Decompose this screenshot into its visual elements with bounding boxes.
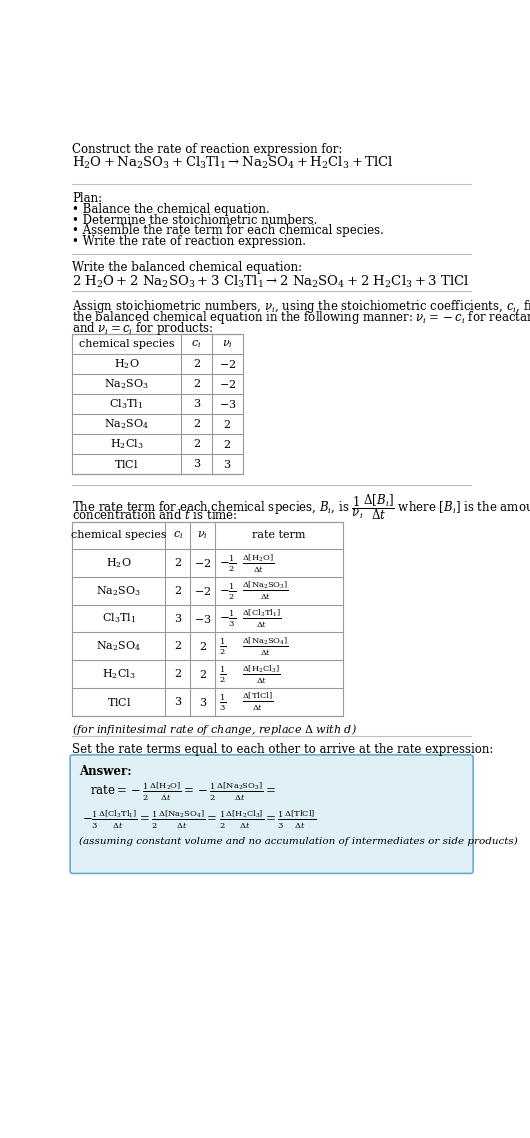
Text: 3: 3 xyxy=(193,459,200,469)
Text: $\frac{\Delta[\mathrm{Na_2SO_3}]}{\Delta t}$: $\frac{\Delta[\mathrm{Na_2SO_3}]}{\Delta… xyxy=(242,579,289,602)
Text: $3$: $3$ xyxy=(223,457,232,470)
Bar xyxy=(73,333,243,473)
Text: Plan:: Plan: xyxy=(73,192,103,205)
Text: $\frac{1}{2}$: $\frac{1}{2}$ xyxy=(219,635,226,657)
Text: rate term: rate term xyxy=(252,530,306,541)
Text: Set the rate terms equal to each other to arrive at the rate expression:: Set the rate terms equal to each other t… xyxy=(73,743,494,757)
Text: Construct the rate of reaction expression for:: Construct the rate of reaction expressio… xyxy=(73,142,343,156)
Text: $\mathregular{H_2O + Na_2SO_3 + Cl_3Tl_1} \rightarrow \mathregular{Na_2SO_4 + H_: $\mathregular{H_2O + Na_2SO_3 + Cl_3Tl_1… xyxy=(73,155,394,171)
Text: $\rm TlCl$: $\rm TlCl$ xyxy=(107,695,131,708)
Text: $\frac{\Delta[\mathrm{TlCl}]}{\Delta t}$: $\frac{\Delta[\mathrm{TlCl}]}{\Delta t}$ xyxy=(242,690,273,714)
Text: $2$: $2$ xyxy=(199,641,207,652)
Text: 2: 2 xyxy=(174,586,181,596)
Bar xyxy=(73,521,343,716)
Text: 2: 2 xyxy=(193,439,200,448)
Text: the balanced chemical equation in the following manner: $\nu_i = -c_i$ for react: the balanced chemical equation in the fo… xyxy=(73,310,530,327)
Text: $-\frac{1}{2}$: $-\frac{1}{2}$ xyxy=(219,580,236,602)
Text: $\frac{\Delta[\mathrm{Cl_3Tl_1}]}{\Delta t}$: $\frac{\Delta[\mathrm{Cl_3Tl_1}]}{\Delta… xyxy=(242,607,281,630)
Text: $\rm H_2O$: $\rm H_2O$ xyxy=(114,357,139,371)
Text: $\mathregular{2\ H_2O + 2\ Na_2SO_3 + 3\ Cl_3Tl_1} \rightarrow \mathregular{2\ N: $\mathregular{2\ H_2O + 2\ Na_2SO_3 + 3\… xyxy=(73,273,470,290)
Text: Answer:: Answer: xyxy=(78,765,131,778)
Text: 2: 2 xyxy=(193,419,200,429)
Text: $\rm Cl_3Tl_1$: $\rm Cl_3Tl_1$ xyxy=(102,612,136,626)
Text: $\rm Na_2SO_3$: $\rm Na_2SO_3$ xyxy=(104,377,149,390)
Text: $\rm Na_2SO_4$: $\rm Na_2SO_4$ xyxy=(96,640,142,653)
Text: 2: 2 xyxy=(174,669,181,679)
Text: • Determine the stoichiometric numbers.: • Determine the stoichiometric numbers. xyxy=(73,214,318,226)
Text: $-2$: $-2$ xyxy=(194,585,211,596)
Text: $-2$: $-2$ xyxy=(194,558,211,569)
Text: $\rm H_2O$: $\rm H_2O$ xyxy=(106,556,132,570)
Text: 2: 2 xyxy=(174,558,181,568)
Text: $\frac{1}{2}$: $\frac{1}{2}$ xyxy=(219,663,226,685)
Text: $\mathrm{rate} = -\frac{1}{2}\frac{\Delta[\mathrm{H_2O}]}{\Delta t} = -\frac{1}{: $\mathrm{rate} = -\frac{1}{2}\frac{\Delt… xyxy=(90,781,275,803)
Text: $c_i$: $c_i$ xyxy=(173,529,183,542)
Text: $2$: $2$ xyxy=(199,668,207,681)
Text: $\nu_i$: $\nu_i$ xyxy=(222,338,233,349)
Text: • Balance the chemical equation.: • Balance the chemical equation. xyxy=(73,203,270,216)
Text: 3: 3 xyxy=(174,613,181,624)
Text: (assuming constant volume and no accumulation of intermediates or side products): (assuming constant volume and no accumul… xyxy=(78,838,517,847)
Text: 2: 2 xyxy=(193,358,200,369)
Text: 2: 2 xyxy=(193,379,200,389)
Text: $\rm H_2Cl_3$: $\rm H_2Cl_3$ xyxy=(110,437,144,451)
Text: $-\frac{1}{3}$: $-\frac{1}{3}$ xyxy=(219,608,236,629)
Text: Assign stoichiometric numbers, $\nu_i$, using the stoichiometric coefficients, $: Assign stoichiometric numbers, $\nu_i$, … xyxy=(73,298,530,315)
Text: $\frac{1}{3}$: $\frac{1}{3}$ xyxy=(219,691,226,712)
Text: 3: 3 xyxy=(174,696,181,707)
Text: $\frac{\Delta[\mathrm{Na_2SO_4}]}{\Delta t}$: $\frac{\Delta[\mathrm{Na_2SO_4}]}{\Delta… xyxy=(242,635,289,658)
Text: $-\frac{1}{2}$: $-\frac{1}{2}$ xyxy=(219,552,236,574)
Text: $2$: $2$ xyxy=(224,438,232,450)
Text: $\nu_i$: $\nu_i$ xyxy=(197,529,208,542)
Text: Write the balanced chemical equation:: Write the balanced chemical equation: xyxy=(73,262,303,274)
Text: $2$: $2$ xyxy=(224,418,232,430)
Text: $\rm Cl_3Tl_1$: $\rm Cl_3Tl_1$ xyxy=(110,397,144,411)
Text: • Assemble the rate term for each chemical species.: • Assemble the rate term for each chemic… xyxy=(73,224,384,238)
Text: 2: 2 xyxy=(174,642,181,651)
Text: concentration and $t$ is time:: concentration and $t$ is time: xyxy=(73,508,238,521)
Text: (for infinitesimal rate of change, replace $\Delta$ with $d$): (for infinitesimal rate of change, repla… xyxy=(73,721,357,736)
FancyBboxPatch shape xyxy=(70,754,473,874)
Text: $-\frac{1}{3}\frac{\Delta[\mathrm{Cl_3Tl_1}]}{\Delta t} = \frac{1}{2}\frac{\Delt: $-\frac{1}{3}\frac{\Delta[\mathrm{Cl_3Tl… xyxy=(82,808,316,831)
Text: $\rm TlCl$: $\rm TlCl$ xyxy=(114,457,139,470)
Text: chemical species: chemical species xyxy=(79,339,174,348)
Text: $-3$: $-3$ xyxy=(219,398,236,410)
Text: $\rm Na_2SO_3$: $\rm Na_2SO_3$ xyxy=(96,584,142,597)
Text: 3: 3 xyxy=(193,398,200,409)
Text: $\rm H_2Cl_3$: $\rm H_2Cl_3$ xyxy=(102,667,136,681)
Text: $\frac{\Delta[\mathrm{H_2O}]}{\Delta t}$: $\frac{\Delta[\mathrm{H_2O}]}{\Delta t}$ xyxy=(242,552,275,575)
Text: $-2$: $-2$ xyxy=(219,357,236,370)
Text: $\rm Na_2SO_4$: $\rm Na_2SO_4$ xyxy=(104,417,149,430)
Text: $3$: $3$ xyxy=(199,695,207,708)
Text: $-3$: $-3$ xyxy=(194,612,211,625)
Text: and $\nu_i = c_i$ for products:: and $\nu_i = c_i$ for products: xyxy=(73,320,214,337)
Text: chemical species: chemical species xyxy=(71,530,167,541)
Text: $c_i$: $c_i$ xyxy=(191,338,201,349)
Text: $\frac{\Delta[\mathrm{H_2Cl_3}]}{\Delta t}$: $\frac{\Delta[\mathrm{H_2Cl_3}]}{\Delta … xyxy=(242,662,280,685)
Text: The rate term for each chemical species, $B_i$, is $\dfrac{1}{\nu_i}\dfrac{\Delt: The rate term for each chemical species,… xyxy=(73,493,530,522)
Text: $-2$: $-2$ xyxy=(219,378,236,389)
Text: • Write the rate of reaction expression.: • Write the rate of reaction expression. xyxy=(73,236,306,248)
